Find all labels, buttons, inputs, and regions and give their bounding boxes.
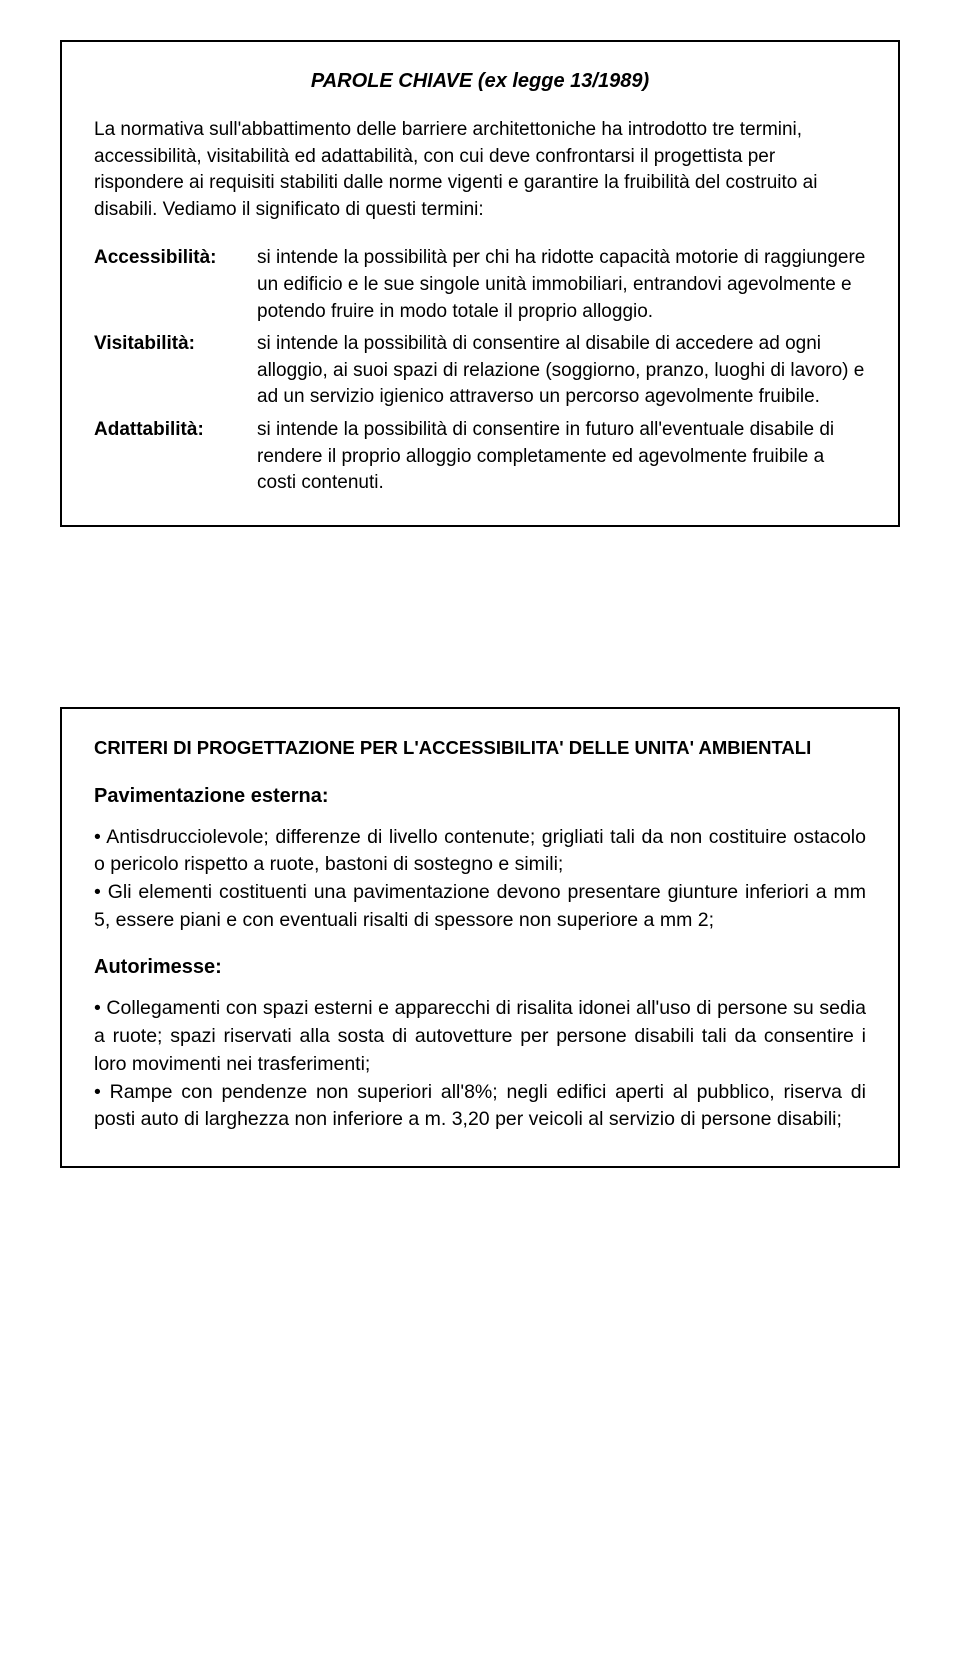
def-visitabilita: si intende la possibilità di consentire … — [257, 331, 866, 411]
term-visitabilita: Visitabilità: — [94, 331, 239, 411]
box-criteri: CRITERI DI PROGETTAZIONE PER L'ACCESSIBI… — [60, 707, 900, 1168]
box2-title: CRITERI DI PROGETTAZIONE PER L'ACCESSIBI… — [94, 737, 866, 759]
def-adattabilita: si intende la possibilità di consentire … — [257, 417, 866, 497]
body-pavimentazione: • Antisdrucciolevole; differenze di live… — [94, 824, 866, 935]
box1-intro: La normativa sull'abbattimento delle bar… — [94, 117, 866, 223]
definition-list: Accessibilità: si intende la possibilità… — [94, 245, 866, 496]
term-accessibilita: Accessibilità: — [94, 245, 239, 325]
subhead-pavimentazione: Pavimentazione esterna: — [94, 785, 866, 808]
body-autorimesse: • Collegamenti con spazi esterni e appar… — [94, 995, 866, 1133]
box1-title: PAROLE CHIAVE (ex legge 13/1989) — [94, 70, 866, 93]
def-accessibilita: si intende la possibilità per chi ha rid… — [257, 245, 866, 325]
subhead-autorimesse: Autorimesse: — [94, 956, 866, 979]
box-parole-chiave: PAROLE CHIAVE (ex legge 13/1989) La norm… — [60, 40, 900, 527]
term-adattabilita: Adattabilità: — [94, 417, 239, 497]
